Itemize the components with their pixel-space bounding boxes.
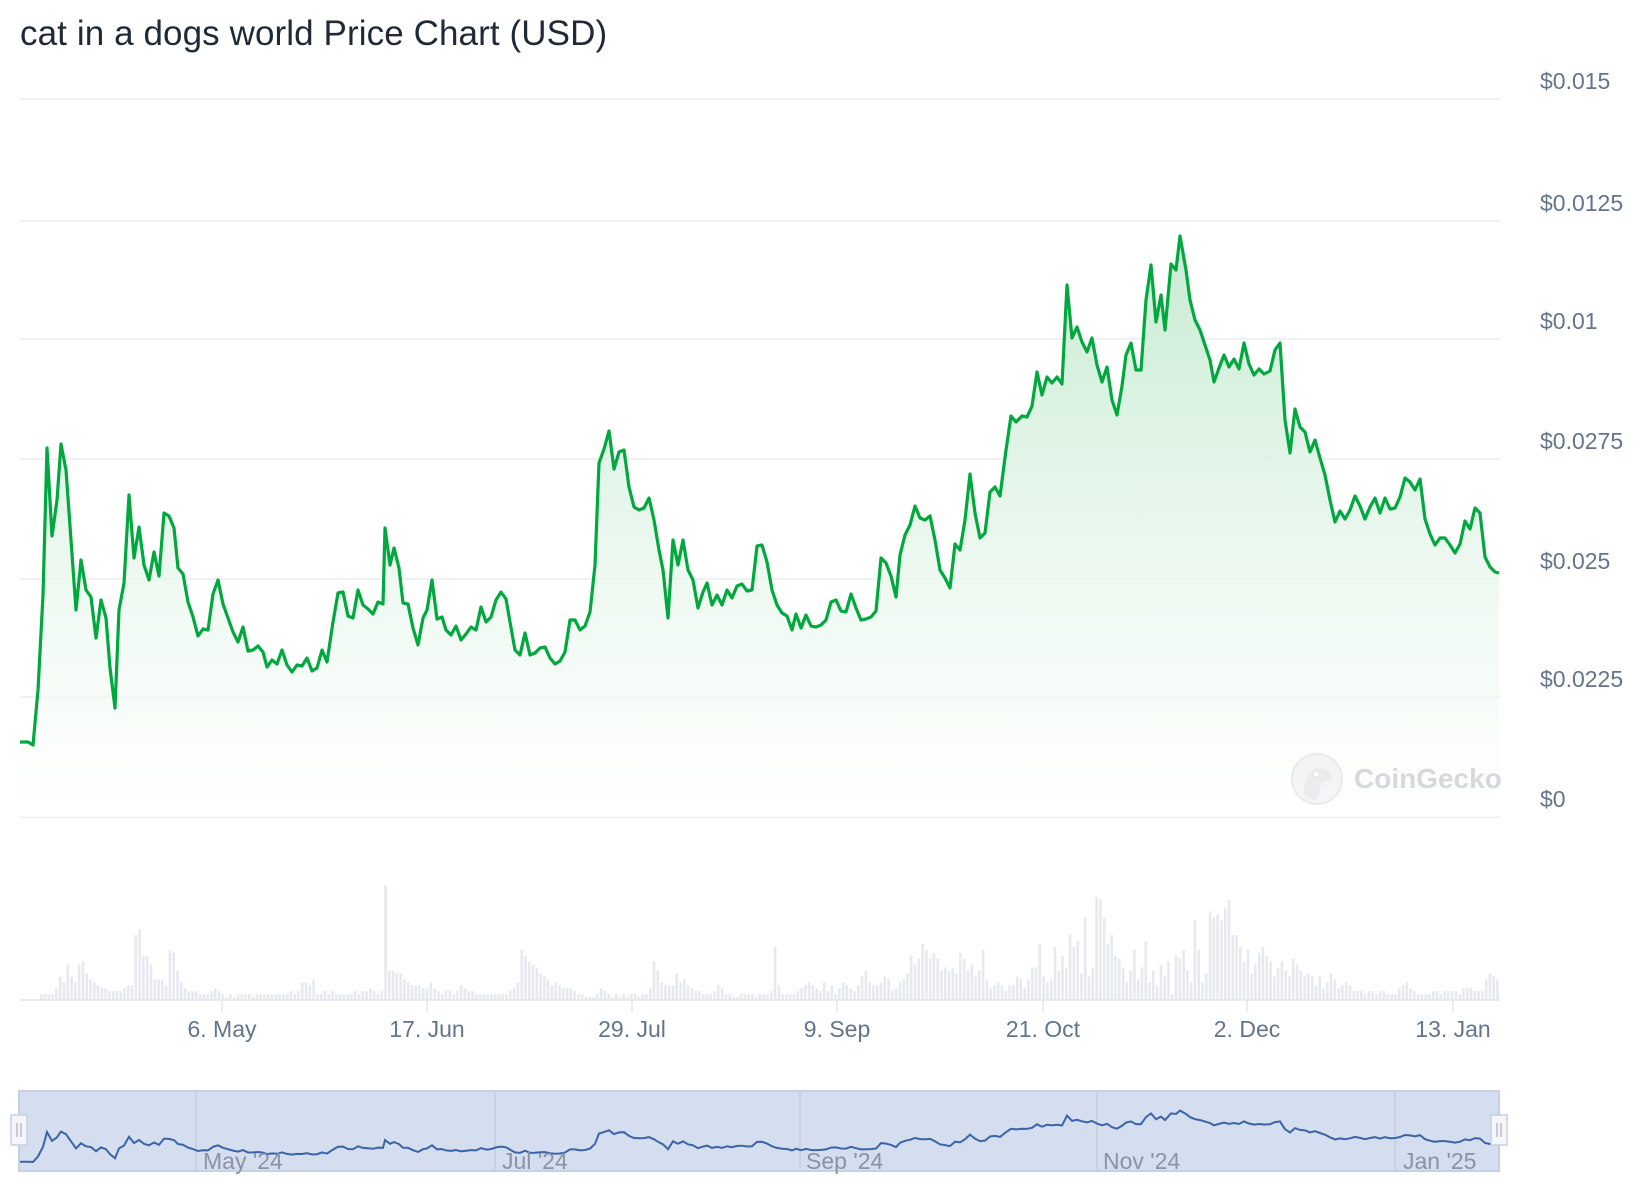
y-axis-label: $0.025 xyxy=(1540,548,1611,574)
watermark-text: CoinGecko xyxy=(1354,763,1502,794)
navigator-label: May '24 xyxy=(203,1148,283,1174)
navigator[interactable] xyxy=(10,1090,1508,1172)
price-line[interactable] xyxy=(20,234,1500,747)
y-axis-label: $0.0275 xyxy=(1540,428,1624,454)
x-axis-label: 9. Sep xyxy=(803,1016,871,1042)
x-axis-label: 2. Dec xyxy=(1213,1016,1281,1042)
navigator-label: Sep '24 xyxy=(806,1148,884,1174)
x-axis-label: 29. Jul xyxy=(598,1016,666,1042)
navigator-handle-right[interactable] xyxy=(1490,1114,1508,1146)
navigator-handle-left[interactable] xyxy=(10,1114,28,1146)
x-axis-label: 21. Oct xyxy=(1005,1016,1081,1042)
x-axis-label: 13. Jan xyxy=(1415,1016,1491,1042)
volume-bars xyxy=(40,885,1499,1001)
gecko-logo-icon xyxy=(1291,753,1343,805)
navigator-line xyxy=(20,1109,1500,1164)
y-axis-label: $0 xyxy=(1540,786,1566,812)
x-axis-ticks xyxy=(20,999,1500,1012)
navigator-label: Nov '24 xyxy=(1103,1148,1181,1174)
y-axis-label: $0.0125 xyxy=(1540,190,1624,216)
coingecko-watermark: CoinGecko xyxy=(1290,752,1502,806)
y-axis-label: $0.01 xyxy=(1540,308,1598,334)
x-axis-label: 17. Jun xyxy=(389,1016,465,1042)
chart-title: cat in a dogs world Price Chart (USD) xyxy=(20,14,608,53)
navigator-selection[interactable] xyxy=(18,1090,1500,1172)
y-axis-label: $0.0225 xyxy=(1540,666,1624,692)
navigator-label: Jan '25 xyxy=(1403,1148,1477,1174)
price-area xyxy=(20,236,1499,817)
x-axis-label: 6. May xyxy=(187,1016,257,1042)
y-axis-label: $0.015 xyxy=(1540,68,1611,94)
navigator-label: Jul '24 xyxy=(502,1148,568,1174)
